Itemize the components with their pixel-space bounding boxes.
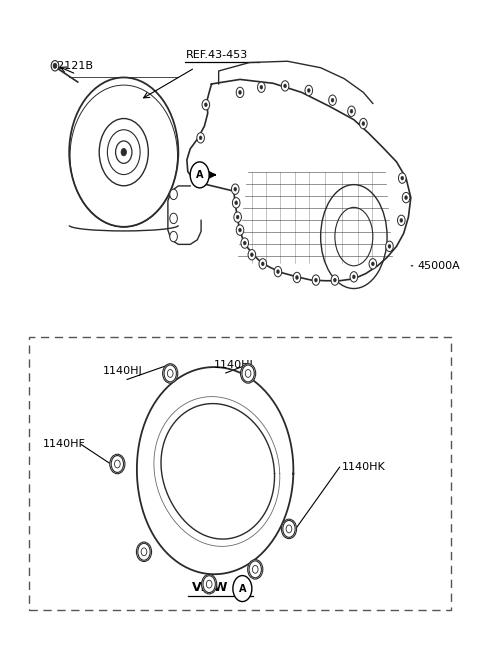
Ellipse shape xyxy=(136,542,152,561)
Circle shape xyxy=(397,215,405,225)
Ellipse shape xyxy=(240,364,256,383)
Circle shape xyxy=(388,244,391,248)
Circle shape xyxy=(251,253,253,257)
Text: 1140HJ: 1140HJ xyxy=(214,360,253,369)
Circle shape xyxy=(334,278,336,282)
Ellipse shape xyxy=(248,559,263,579)
Circle shape xyxy=(252,565,258,573)
Circle shape xyxy=(296,276,299,280)
Circle shape xyxy=(276,270,279,274)
Text: 42121B: 42121B xyxy=(50,61,93,71)
Text: 1140HF: 1140HF xyxy=(43,440,86,449)
Circle shape xyxy=(206,580,212,588)
Circle shape xyxy=(362,122,365,126)
Circle shape xyxy=(164,365,176,382)
Circle shape xyxy=(141,548,147,555)
Circle shape xyxy=(248,250,256,260)
Circle shape xyxy=(239,228,241,232)
Circle shape xyxy=(51,60,59,71)
Circle shape xyxy=(190,162,209,188)
Circle shape xyxy=(203,576,216,593)
Text: REF.43-453: REF.43-453 xyxy=(185,50,248,60)
Circle shape xyxy=(234,212,241,222)
Circle shape xyxy=(138,544,150,560)
Circle shape xyxy=(402,193,410,203)
Ellipse shape xyxy=(281,519,297,538)
Circle shape xyxy=(260,85,263,89)
Bar xyxy=(29,337,451,610)
Circle shape xyxy=(331,275,339,286)
Circle shape xyxy=(242,365,254,382)
Circle shape xyxy=(286,525,292,533)
Text: VIEW: VIEW xyxy=(192,581,228,594)
Circle shape xyxy=(197,133,204,143)
Circle shape xyxy=(115,460,120,468)
Circle shape xyxy=(284,84,287,88)
Circle shape xyxy=(236,87,244,98)
Circle shape xyxy=(233,576,252,601)
Circle shape xyxy=(348,106,355,117)
Circle shape xyxy=(199,136,202,140)
Text: 1140HK: 1140HK xyxy=(342,462,386,472)
Circle shape xyxy=(331,98,334,102)
Circle shape xyxy=(241,238,249,248)
Circle shape xyxy=(329,95,336,105)
Circle shape xyxy=(401,176,404,180)
Circle shape xyxy=(261,262,264,266)
Circle shape xyxy=(350,109,353,113)
Circle shape xyxy=(170,213,178,223)
Circle shape xyxy=(312,275,320,286)
Circle shape xyxy=(369,259,377,269)
Circle shape xyxy=(234,187,237,191)
Text: A: A xyxy=(196,170,204,180)
Ellipse shape xyxy=(163,364,178,383)
Circle shape xyxy=(53,63,57,68)
Circle shape xyxy=(243,241,246,245)
Circle shape xyxy=(170,231,178,242)
Circle shape xyxy=(405,196,408,200)
Circle shape xyxy=(293,272,301,283)
Circle shape xyxy=(307,88,310,92)
Circle shape xyxy=(258,82,265,92)
Circle shape xyxy=(400,218,403,222)
Circle shape xyxy=(249,561,262,578)
Circle shape xyxy=(202,100,210,110)
Circle shape xyxy=(204,103,207,107)
Circle shape xyxy=(259,259,266,269)
Circle shape xyxy=(111,455,123,472)
Circle shape xyxy=(231,184,239,195)
Ellipse shape xyxy=(121,149,127,156)
Circle shape xyxy=(236,225,244,235)
Circle shape xyxy=(170,189,178,200)
Circle shape xyxy=(283,521,295,537)
Circle shape xyxy=(350,272,358,282)
Circle shape xyxy=(232,198,240,208)
Ellipse shape xyxy=(110,455,125,474)
Ellipse shape xyxy=(202,574,217,594)
Circle shape xyxy=(239,90,241,94)
Circle shape xyxy=(398,173,406,183)
Circle shape xyxy=(352,275,355,279)
Circle shape xyxy=(385,241,393,252)
Circle shape xyxy=(235,201,238,205)
Text: A: A xyxy=(239,584,246,593)
Circle shape xyxy=(274,267,282,277)
Circle shape xyxy=(168,369,173,377)
Text: 1140HJ: 1140HJ xyxy=(102,366,142,376)
Circle shape xyxy=(360,119,367,129)
Circle shape xyxy=(314,278,317,282)
Circle shape xyxy=(372,262,374,266)
Circle shape xyxy=(281,81,289,91)
Circle shape xyxy=(305,85,312,96)
Circle shape xyxy=(245,369,251,377)
Text: 45000A: 45000A xyxy=(418,261,461,271)
Circle shape xyxy=(236,215,239,219)
